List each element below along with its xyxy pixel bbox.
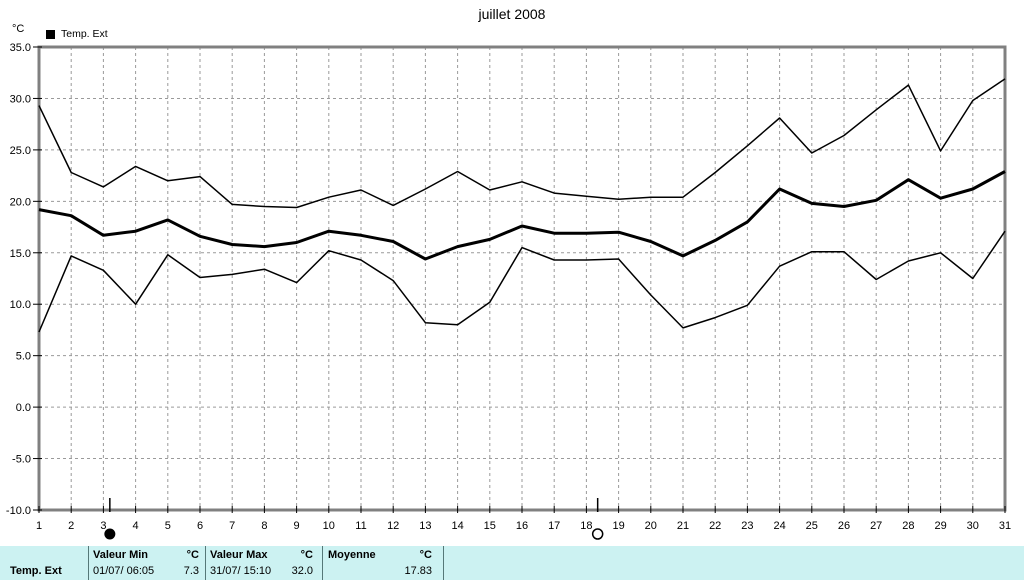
valeur-max-unit: °C [300,549,313,561]
y-tick-label: 5.0 [16,351,31,363]
x-tick-label: 21 [677,520,689,532]
moyenne-value: 17.83 [404,565,432,577]
x-tick-label: 8 [261,520,267,532]
summary-col-moyenne: Moyenne °C 17.83 [328,547,432,579]
summary-col-valeur-max: Valeur Max °C 31/07/ 15:10 32.0 [210,547,313,579]
x-tick-label: 18 [580,520,592,532]
x-tick-label: 14 [451,520,463,532]
temp-ext-max-line [38,78,1006,209]
valeur-min-datetime: 01/07/ 06:05 [93,565,155,577]
x-tick-label: 10 [323,520,335,532]
x-tick-label: 2 [68,520,74,532]
table-divider [443,546,444,580]
x-tick-label: 24 [773,520,785,532]
x-tick-label: 6 [197,520,203,532]
x-tick-label: 4 [133,520,139,532]
valeur-min-unit: °C [186,549,199,561]
y-tick-label: 35.0 [10,42,31,54]
x-tick-label: 16 [516,520,528,532]
legend-label: Temp. Ext [61,28,108,40]
moyenne-unit: °C [419,549,432,561]
x-tick-label: 26 [838,520,850,532]
x-tick-label: 30 [967,520,979,532]
x-tick-label: 9 [294,520,300,532]
full-moon-icon [591,528,604,540]
temp-ext-moyenne-line [38,170,1006,261]
x-tick-label: 31 [999,520,1011,532]
plot-frame [37,45,1007,512]
summary-row-label: Temp. Ext [10,565,62,577]
new-moon-icon [104,528,116,540]
x-tick-label: 7 [229,520,235,532]
y-tick-label: 25.0 [10,145,31,157]
y-tick-label: 15.0 [10,248,31,260]
x-tick-label: 13 [419,520,431,532]
y-tick-label: -10.0 [6,505,31,517]
y-tick-label: 0.0 [16,402,31,414]
valeur-max-value: 32.0 [291,565,313,577]
temperature-line-chart: 35.0 30.0 25.0 20.0 15.0 10.0 5.0 0.0 -5.0 -10.0 1… [6,42,1011,540]
valeur-min-header: Valeur Min [93,549,149,561]
x-tick-label: 5 [165,520,171,532]
y-tick-label: 30.0 [10,93,31,105]
y-tick-label: 10.0 [10,299,31,311]
x-tick-label: 20 [645,520,657,532]
legend: Temp. Ext [46,28,108,40]
y-tick-label: 20.0 [10,196,31,208]
x-tick-label: 27 [870,520,882,532]
summary-table: Temp. Ext Valeur Min °C 01/07/ 06:05 7.3… [0,546,1024,580]
x-tick-label: 22 [709,520,721,532]
table-divider [322,546,323,580]
valeur-min-value: 7.3 [183,565,199,577]
x-tick-label: 1 [36,520,42,532]
x-tick-label: 17 [548,520,560,532]
x-tick-label: 25 [806,520,818,532]
valeur-max-datetime: 31/07/ 15:10 [210,565,272,577]
x-tick-label: 11 [355,520,366,532]
y-tick-label: -5.0 [12,454,31,466]
valeur-max-header: Valeur Max [210,549,268,561]
x-tick-label: 28 [902,520,914,532]
moyenne-header: Moyenne [328,549,376,561]
summary-col-valeur-min: Valeur Min °C 01/07/ 06:05 7.3 [93,547,199,579]
legend-swatch-icon [46,29,55,39]
x-tick-label: 23 [741,520,753,532]
temp-ext-min-line [38,230,1006,333]
page-title: juillet 2008 [478,6,546,22]
x-tick-label: 19 [612,520,624,532]
x-tick-label: 15 [484,520,496,532]
y-axis-unit-label: °C [12,23,25,35]
x-tick-label: 29 [934,520,946,532]
x-tick-label: 3 [100,520,106,532]
x-tick-label: 12 [387,520,399,532]
table-divider [88,546,89,580]
table-divider [205,546,206,580]
